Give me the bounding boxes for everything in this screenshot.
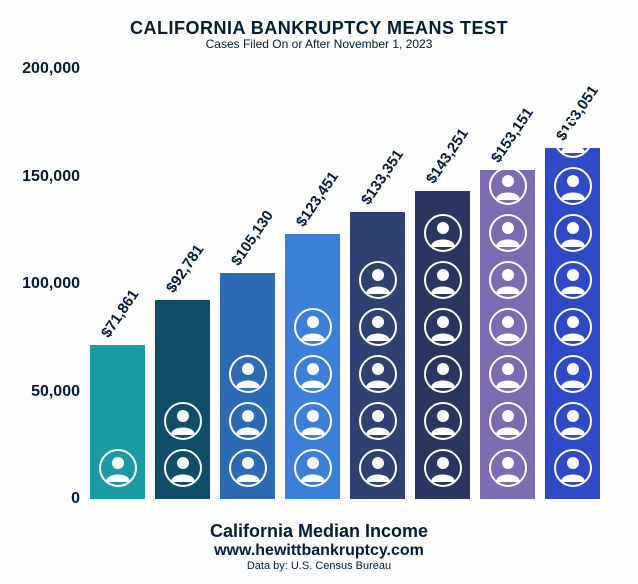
person-icon	[423, 213, 463, 258]
person-icon	[488, 401, 528, 446]
x-axis-label: California Median Income	[0, 521, 638, 542]
y-tick: 200,000	[10, 60, 80, 78]
person-icon	[228, 354, 268, 399]
bar-value-label: $92,781	[162, 241, 206, 295]
bar: $123,451	[285, 234, 340, 499]
bar-value-label: $153,151	[487, 104, 536, 165]
person-icon	[553, 260, 593, 305]
bar-value-label: $143,251	[422, 126, 471, 187]
chart-header: CALIFORNIA BANKRUPTCY MEANS TEST Cases F…	[0, 0, 638, 51]
y-tick: 100,000	[10, 275, 80, 293]
person-icon	[488, 354, 528, 399]
person-icon	[488, 260, 528, 305]
person-icon	[293, 354, 333, 399]
person-icon	[553, 448, 593, 493]
person-icon-stack	[90, 448, 145, 493]
chart-title: CALIFORNIA BANKRUPTCY MEANS TEST	[0, 18, 638, 39]
person-icon	[423, 401, 463, 446]
person-icon	[423, 354, 463, 399]
y-tick: 150,000	[10, 168, 80, 186]
person-icon	[358, 448, 398, 493]
person-icon-stack	[155, 401, 210, 493]
bar: $143,251	[415, 191, 470, 499]
person-icon	[358, 354, 398, 399]
person-icon	[488, 448, 528, 493]
person-icon	[423, 307, 463, 352]
person-icon	[293, 401, 333, 446]
bar: $163,051	[545, 148, 600, 499]
person-icon-stack	[285, 307, 340, 493]
person-icon	[553, 401, 593, 446]
bar: $133,351	[350, 212, 405, 499]
person-icon	[553, 307, 593, 352]
person-icon	[423, 448, 463, 493]
chart-subtitle: Cases Filed On or After November 1, 2023	[0, 37, 638, 51]
person-icon	[293, 448, 333, 493]
person-icon-stack	[480, 166, 535, 493]
bar-value-label: $133,351	[357, 147, 406, 208]
person-icon	[488, 213, 528, 258]
source-url: www.hewittbankruptcy.com	[0, 542, 638, 560]
y-tick: 50,000	[10, 383, 80, 401]
bar: $153,151	[480, 170, 535, 499]
data-credit: Data by: U.S. Census Bureau	[0, 560, 638, 572]
bar: $92,781	[155, 300, 210, 499]
person-icon	[488, 166, 528, 211]
person-icon	[163, 448, 203, 493]
person-icon-stack	[350, 260, 405, 493]
y-tick: 0	[10, 490, 80, 508]
person-icon	[423, 260, 463, 305]
person-icon	[358, 260, 398, 305]
person-icon	[293, 307, 333, 352]
bar: $71,861	[90, 345, 145, 500]
person-icon	[553, 119, 593, 164]
bar-chart: 050,000100,000150,000200,000$71,861$92,7…	[90, 69, 610, 499]
person-icon	[488, 307, 528, 352]
bar-value-label: $105,130	[227, 208, 276, 269]
bar-value-label: $71,861	[97, 286, 141, 340]
person-icon	[553, 213, 593, 258]
person-icon-stack	[545, 119, 600, 493]
person-icon	[553, 166, 593, 211]
person-icon	[98, 448, 138, 493]
chart-footer: California Median Income www.hewittbankr…	[0, 521, 638, 572]
person-icon	[228, 448, 268, 493]
person-icon	[358, 307, 398, 352]
bar-value-label: $123,451	[292, 168, 341, 229]
person-icon-stack	[415, 213, 470, 493]
person-icon	[228, 401, 268, 446]
bar: $105,130	[220, 273, 275, 499]
person-icon-stack	[220, 354, 275, 493]
person-icon	[163, 401, 203, 446]
person-icon	[358, 401, 398, 446]
person-icon	[553, 354, 593, 399]
